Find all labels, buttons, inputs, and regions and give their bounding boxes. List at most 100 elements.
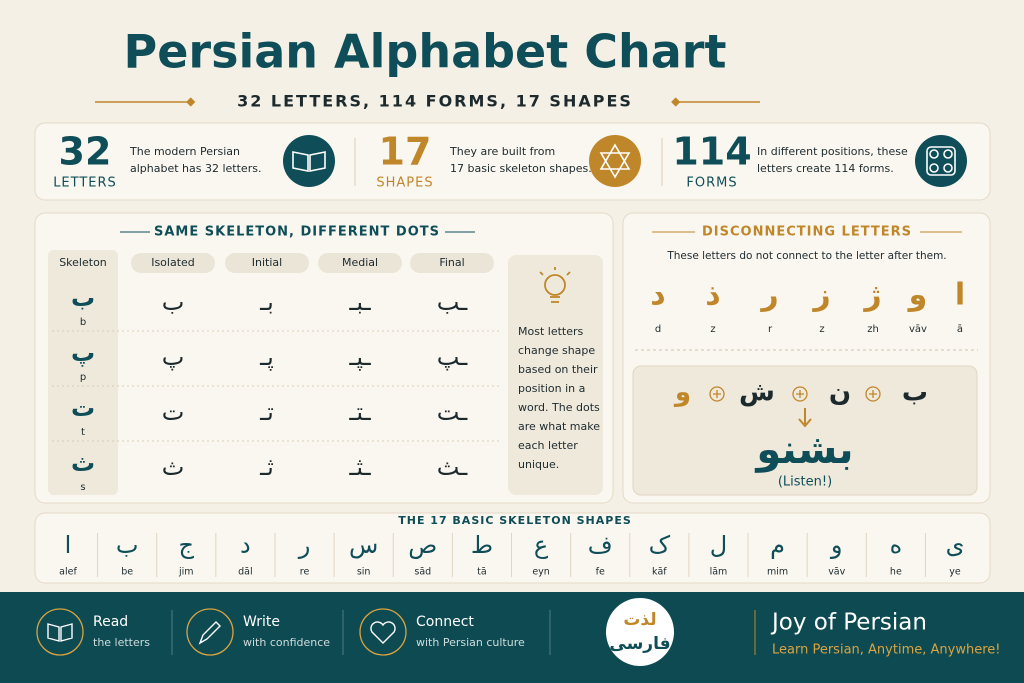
translit: r xyxy=(768,324,773,335)
example-box xyxy=(632,365,978,496)
brand: Joy of Persian xyxy=(770,610,927,636)
example-letter: و xyxy=(673,378,691,408)
translit: z xyxy=(819,324,824,335)
subtitle: 32 LETTERS, 114 FORMS, 17 SHAPES xyxy=(237,92,633,111)
shape-letter: ص xyxy=(408,531,437,559)
translation: (Listen!) xyxy=(778,475,832,490)
section-subtitle: These letters do not connect to the lett… xyxy=(666,250,946,262)
shape-letter: ا xyxy=(65,531,72,559)
column-pill xyxy=(410,253,494,273)
footer-title: Write xyxy=(243,614,280,630)
note-text: each letter xyxy=(518,439,578,452)
note-text: word. The dots xyxy=(518,401,600,414)
example-letter: ش xyxy=(739,378,775,408)
logo-text: لذت xyxy=(623,610,656,630)
letter-form: ـت xyxy=(437,398,469,426)
plus-signs xyxy=(709,386,881,402)
disconnecting-letter: ژ xyxy=(862,278,881,313)
letter-form: ـثـ xyxy=(348,453,371,481)
disconnecting-letter: ز xyxy=(811,278,830,313)
stat-number: 32 xyxy=(59,130,112,174)
arrow xyxy=(798,408,812,428)
column-header: Initial xyxy=(252,256,282,269)
shape-name: fe xyxy=(596,567,605,578)
note-text: position in a xyxy=(518,382,585,395)
column-header: Final xyxy=(439,256,464,269)
note-text: change shape xyxy=(518,344,595,357)
shape-letter: ع xyxy=(534,531,549,559)
footer-title: Connect xyxy=(416,614,474,630)
disconnecting-letter: ذ xyxy=(705,278,720,313)
shape-letter: ف xyxy=(588,531,613,559)
title: Persian Alphabet Chart xyxy=(124,25,727,79)
letter-form: ت xyxy=(162,398,185,426)
footer-icon xyxy=(36,608,84,656)
shape-name: kāf xyxy=(652,567,667,578)
column-pill xyxy=(318,253,402,273)
footer-text: with confidence xyxy=(243,636,330,649)
footer-title: Read xyxy=(93,614,128,630)
grid-icon xyxy=(915,135,967,187)
shape-name: be xyxy=(121,567,133,578)
translit: s xyxy=(80,482,85,493)
section-title: THE 17 BASIC SKELETON SHAPES xyxy=(398,514,632,527)
shape-name: tā xyxy=(477,567,487,578)
star-icon xyxy=(589,135,641,187)
stat-label: SHAPES xyxy=(376,176,433,191)
column-header: Skeleton xyxy=(59,256,107,269)
disconnecting-letter: ا xyxy=(955,278,965,313)
shape-name: eyn xyxy=(532,567,550,578)
bulb-icon xyxy=(539,267,571,303)
footer-icon xyxy=(359,608,407,656)
footer-dividers xyxy=(171,610,756,655)
example-letter: ب xyxy=(902,378,928,408)
translit: vāv xyxy=(909,324,927,335)
tagline: Learn Persian, Anytime, Anywhere! xyxy=(772,643,1000,658)
footer-icon xyxy=(186,608,234,656)
shape-name: alef xyxy=(59,567,77,578)
letter-form: ثـ xyxy=(259,453,274,481)
shape-letter: د xyxy=(240,531,251,559)
shape-letter: م xyxy=(770,531,785,559)
shape-name: dāl xyxy=(238,567,253,578)
stat-text: In different positions, these xyxy=(757,145,908,158)
letter-form: ـپ xyxy=(437,343,469,371)
note-box xyxy=(508,255,603,495)
shape-name: sin xyxy=(357,567,371,578)
shape-letter: و xyxy=(830,531,843,559)
shape-letter: ب xyxy=(116,531,139,559)
logo-text: فارسی xyxy=(609,634,670,654)
dots-panel xyxy=(34,212,614,504)
shape-name: vāv xyxy=(828,567,845,578)
translit: d xyxy=(655,324,661,335)
letter-form: ـب xyxy=(437,288,469,316)
stat-number: 114 xyxy=(672,130,751,174)
footer xyxy=(0,592,1024,683)
shapes-panel xyxy=(34,512,991,584)
example-word: بشنو xyxy=(754,427,853,473)
letter-form: تـ xyxy=(259,398,274,426)
disconnecting-letter: د xyxy=(650,278,665,313)
translit: z xyxy=(710,324,715,335)
translit: ā xyxy=(957,324,963,335)
shape-name: jim xyxy=(178,567,194,578)
letter-form: ـث xyxy=(437,453,469,481)
stat-label: FORMS xyxy=(686,176,737,191)
logo xyxy=(606,598,674,666)
footer-text: the letters xyxy=(93,636,150,649)
shape-letter: ر xyxy=(298,531,311,559)
shape-name: sād xyxy=(414,567,431,578)
skeleton-letter: ث xyxy=(71,449,95,477)
shape-letter: س xyxy=(349,531,378,559)
stat-number: 17 xyxy=(379,130,432,174)
example-letter: ن xyxy=(829,378,851,408)
note-text: based on their xyxy=(518,363,598,376)
shape-letter: ک xyxy=(649,531,671,559)
shape-name: mim xyxy=(767,567,788,578)
note-text: are what make xyxy=(518,420,600,433)
stat-text: letters create 114 forms. xyxy=(757,162,894,175)
stat-text: alphabet has 32 letters. xyxy=(130,162,261,175)
translit: b xyxy=(80,317,86,328)
shape-name: he xyxy=(890,567,902,578)
